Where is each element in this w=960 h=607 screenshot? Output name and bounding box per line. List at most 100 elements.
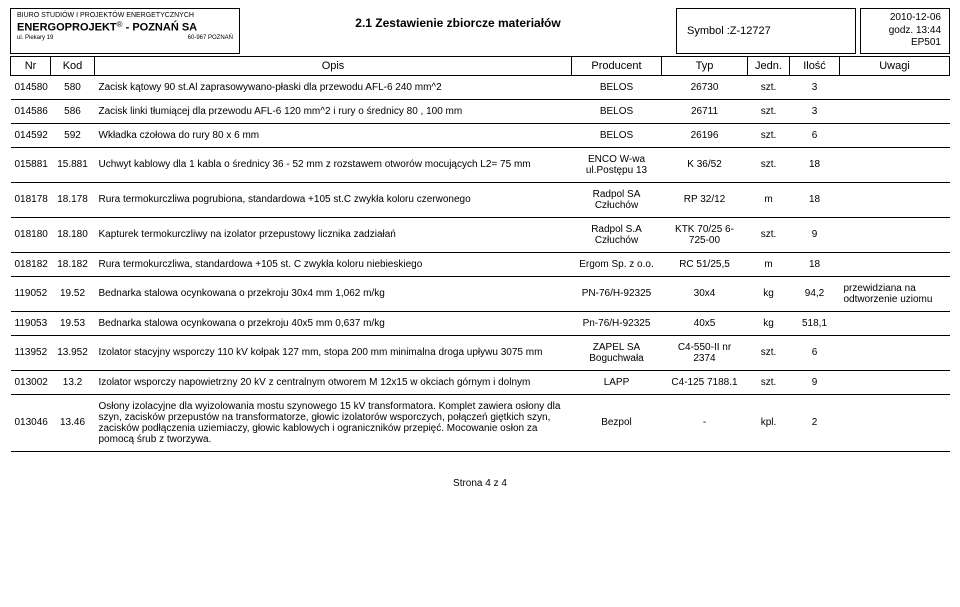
table-row: 01588115.881Uchwyt kablowy dla 1 kabla o…: [11, 147, 950, 182]
cell-uw: [840, 123, 950, 147]
cell-opis: Bednarka stalowa ocynkowana o przekroju …: [95, 276, 572, 311]
cell-ilo: 18: [790, 252, 840, 276]
cell-kod: 18.182: [51, 252, 95, 276]
print-date: 2010-12-06: [869, 12, 941, 25]
cell-nr: 014592: [11, 123, 51, 147]
table-row: 01818218.182Rura termokurczliwa, standar…: [11, 252, 950, 276]
cell-uw: [840, 147, 950, 182]
cell-typ: K 36/52: [662, 147, 748, 182]
cell-typ: 26730: [662, 75, 748, 99]
cell-uw: [840, 370, 950, 394]
cell-ilo: 94,2: [790, 276, 840, 311]
cell-ilo: 6: [790, 123, 840, 147]
cell-nr: 013046: [11, 394, 51, 451]
table-row: 11395213.952Izolator stacyjny wsporczy 1…: [11, 335, 950, 370]
cell-opis: Rura termokurczliwa pogrubiona, standard…: [95, 182, 572, 217]
document-title: 2.1 Zestawienie zbiorcze materiałów: [240, 8, 676, 54]
cell-kod: 13.46: [51, 394, 95, 451]
cell-ilo: 3: [790, 75, 840, 99]
cell-opis: Rura termokurczliwa, standardowa +105 st…: [95, 252, 572, 276]
cell-nr: 113952: [11, 335, 51, 370]
print-code: EP501: [869, 37, 941, 50]
col-uw: Uwagi: [840, 56, 950, 75]
cell-prod: BELOS: [572, 123, 662, 147]
cell-typ: C4-550-II nr 2374: [662, 335, 748, 370]
cell-typ: RC 51/25,5: [662, 252, 748, 276]
cell-kod: 13.2: [51, 370, 95, 394]
cell-uw: [840, 311, 950, 335]
cell-opis: Kapturek termokurczliwy na izolator prze…: [95, 217, 572, 252]
cell-jedn: szt.: [748, 75, 790, 99]
cell-prod: Pn-76/H-92325: [572, 311, 662, 335]
cell-nr: 119052: [11, 276, 51, 311]
cell-typ: RP 32/12: [662, 182, 748, 217]
cell-opis: Izolator stacyjny wsporczy 110 kV kołpak…: [95, 335, 572, 370]
cell-ilo: 18: [790, 147, 840, 182]
cell-ilo: 6: [790, 335, 840, 370]
table-row: 01818018.180Kapturek termokurczliwy na i…: [11, 217, 950, 252]
col-opis: Opis: [95, 56, 572, 75]
cell-uw: [840, 99, 950, 123]
symbol-box: Symbol : Z-12727: [676, 8, 856, 54]
page-footer: Strona 4 z 4: [10, 478, 950, 489]
cell-prod: PN-76/H-92325: [572, 276, 662, 311]
cell-prod: Ergom Sp. z o.o.: [572, 252, 662, 276]
table-row: 01817818.178Rura termokurczliwa pogrubio…: [11, 182, 950, 217]
cell-prod: LAPP: [572, 370, 662, 394]
cell-nr: 014580: [11, 75, 51, 99]
cell-kod: 580: [51, 75, 95, 99]
cell-kod: 13.952: [51, 335, 95, 370]
table-row: 014592592Wkładka czołowa do rury 80 x 6 …: [11, 123, 950, 147]
cell-prod: Radpol S.A Człuchów: [572, 217, 662, 252]
cell-ilo: 9: [790, 217, 840, 252]
table-row: 01304613.46Osłony izolacyjne dla wyizolo…: [11, 394, 950, 451]
symbol-label: Symbol :: [687, 25, 730, 37]
cell-nr: 018182: [11, 252, 51, 276]
cell-kod: 19.52: [51, 276, 95, 311]
symbol-value: Z-12727: [730, 25, 771, 37]
company-name: ENERGOPROJEKT: [17, 22, 117, 34]
company-postcode: 60-967 POZNAŃ: [188, 35, 233, 42]
cell-kod: 586: [51, 99, 95, 123]
cell-prod: BELOS: [572, 75, 662, 99]
cell-opis: Osłony izolacyjne dla wyizolowania mostu…: [95, 394, 572, 451]
cell-uw: [840, 75, 950, 99]
cell-kod: 592: [51, 123, 95, 147]
cell-opis: Izolator wsporczy napowietrzny 20 kV z c…: [95, 370, 572, 394]
cell-typ: 26711: [662, 99, 748, 123]
table-row: 11905219.52Bednarka stalowa ocynkowana o…: [11, 276, 950, 311]
cell-ilo: 9: [790, 370, 840, 394]
materials-table: Nr Kod Opis Producent Typ Jedn. Ilość Uw…: [10, 56, 950, 452]
company-line1: BIURO STUDIÓW I PROJEKTÓW ENERGETYCZNYCH: [17, 12, 233, 20]
table-row: 014580580Zacisk kątowy 90 st.Al zaprasow…: [11, 75, 950, 99]
company-address: ul. Piekary 19: [17, 35, 53, 42]
cell-jedn: szt.: [748, 370, 790, 394]
cell-typ: 40x5: [662, 311, 748, 335]
cell-prod: ZAPEL SA Boguchwała: [572, 335, 662, 370]
cell-uw: [840, 394, 950, 451]
cell-nr: 119053: [11, 311, 51, 335]
cell-kod: 18.180: [51, 217, 95, 252]
table-header-row: Nr Kod Opis Producent Typ Jedn. Ilość Uw…: [11, 56, 950, 75]
cell-typ: 30x4: [662, 276, 748, 311]
col-typ: Typ: [662, 56, 748, 75]
cell-ilo: 2: [790, 394, 840, 451]
cell-prod: BELOS: [572, 99, 662, 123]
cell-uw: [840, 252, 950, 276]
date-box: 2010-12-06 godz. 13:44 EP501: [860, 8, 950, 54]
cell-uw: [840, 182, 950, 217]
company-header: BIURO STUDIÓW I PROJEKTÓW ENERGETYCZNYCH…: [10, 8, 240, 54]
cell-nr: 013002: [11, 370, 51, 394]
cell-prod: Bezpol: [572, 394, 662, 451]
cell-jedn: kpl.: [748, 394, 790, 451]
cell-prod: ENCO W-wa ul.Postępu 13: [572, 147, 662, 182]
cell-ilo: 3: [790, 99, 840, 123]
cell-kod: 19.53: [51, 311, 95, 335]
cell-jedn: m: [748, 252, 790, 276]
cell-typ: -: [662, 394, 748, 451]
cell-uw: przewidziana na odtworzenie uziomu: [840, 276, 950, 311]
cell-jedn: kg: [748, 311, 790, 335]
cell-opis: Bednarka stalowa ocynkowana o przekroju …: [95, 311, 572, 335]
col-kod: Kod: [51, 56, 95, 75]
cell-opis: Zacisk linki tłumiącej dla przewodu AFL-…: [95, 99, 572, 123]
